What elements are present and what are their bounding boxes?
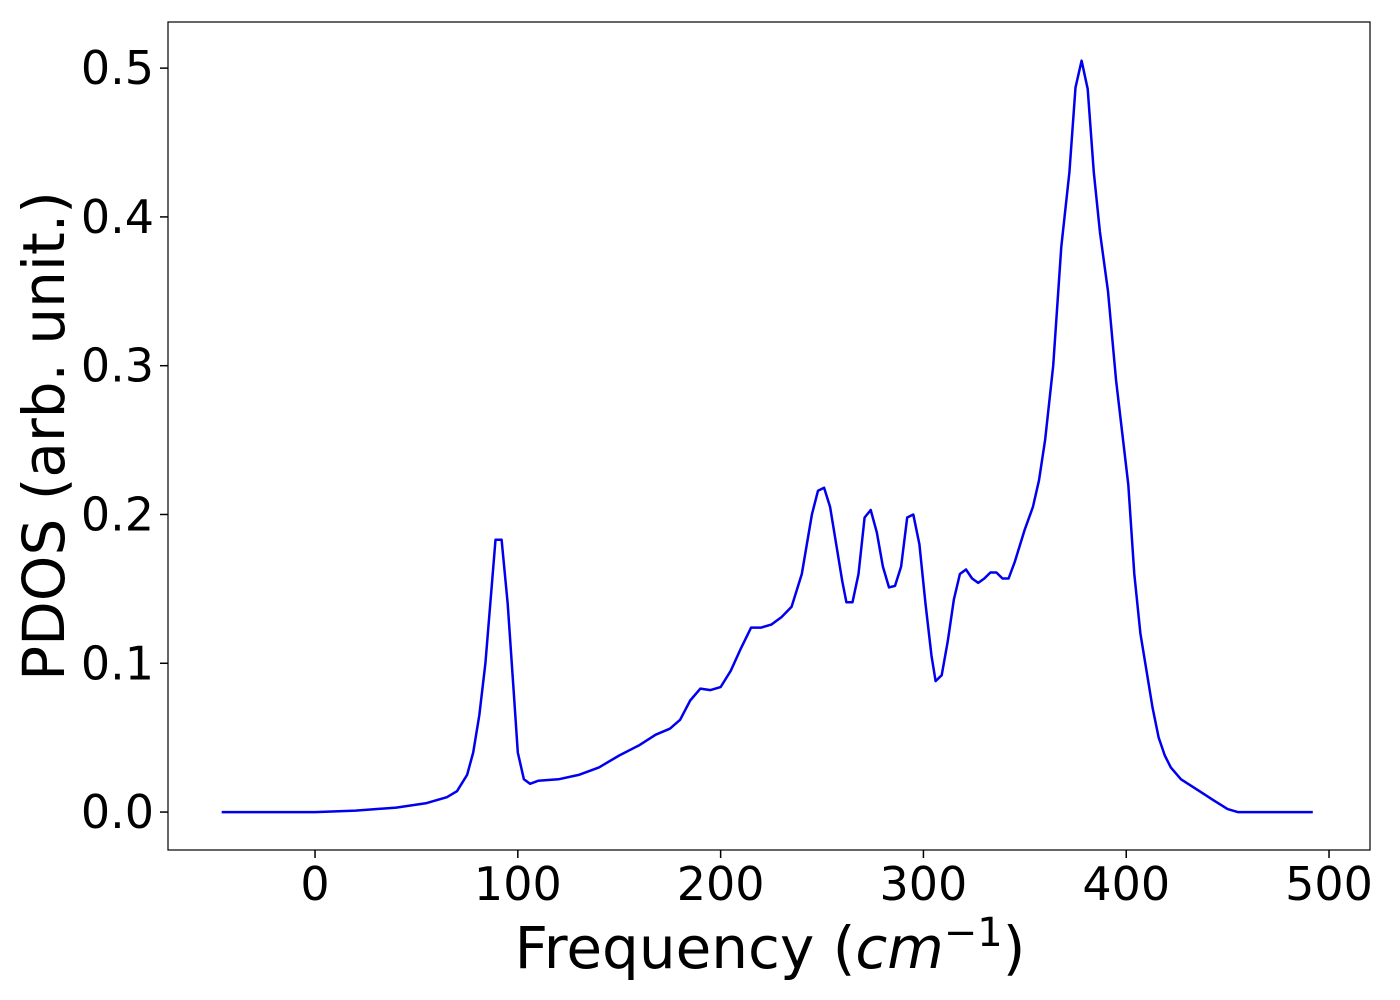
x-tick-label: 500	[1285, 857, 1373, 911]
y-tick-label: 0.0	[81, 785, 154, 839]
x-label-math: cm	[855, 914, 943, 982]
x-tick-label: 100	[474, 857, 562, 911]
y-axis-label: PDOS (arb. unit.)	[10, 191, 78, 681]
x-label-sup: −1	[944, 910, 1003, 956]
y-tick-label: 0.4	[81, 190, 154, 244]
y-tick-label: 0.3	[81, 339, 154, 393]
plot-frame	[167, 21, 1371, 851]
data-line	[221, 59, 1313, 814]
x-label-end: )	[1003, 914, 1026, 982]
x-tick-label: 300	[880, 857, 968, 911]
x-tick-label: 0	[300, 857, 329, 911]
y-tick-label: 0.2	[81, 487, 154, 541]
y-tick-label: 0.5	[81, 41, 154, 95]
x-axis-label: Frequency (cm−1)	[515, 910, 1026, 982]
y-tick-label: 0.1	[81, 636, 154, 690]
x-tick-label: 200	[677, 857, 765, 911]
x-tick-label: 400	[1082, 857, 1170, 911]
x-label-text: Frequency (	[515, 914, 856, 982]
